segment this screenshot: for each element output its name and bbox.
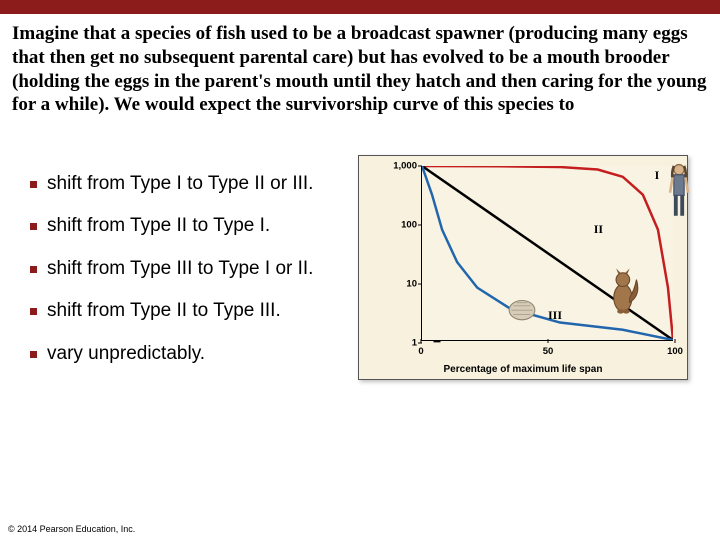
content-area: shift from Type I to Type II or III. shi… (0, 121, 720, 385)
option-item: shift from Type II to Type III. (30, 300, 350, 322)
squirrel-illustration (607, 266, 641, 316)
option-item: shift from Type I to Type II or III. (30, 173, 350, 195)
option-text: shift from Type II to Type III. (47, 300, 350, 322)
x-tick-label: 50 (543, 346, 554, 357)
curve-label-I: I (655, 168, 660, 183)
y-tick-label: 1,000 (387, 161, 417, 172)
bullet-icon (30, 223, 37, 230)
y-tick-mark (418, 166, 422, 167)
human-illustration (665, 162, 693, 226)
x-tick-label: 0 (418, 346, 423, 357)
x-tick-mark (548, 339, 549, 343)
bullet-icon (30, 266, 37, 273)
option-text: shift from Type II to Type I. (47, 215, 350, 237)
x-axis-label: Percentage of maximum life span (359, 364, 687, 375)
oyster-illustration (507, 294, 537, 322)
curve-label-II: II (594, 222, 603, 237)
x-tick-mark (675, 339, 676, 343)
curve-label-III: III (548, 308, 562, 323)
accent-bar (0, 0, 720, 14)
option-item: shift from Type III to Type I or II. (30, 258, 350, 280)
option-text: shift from Type III to Type I or II. (47, 258, 350, 280)
y-tick-mark (418, 225, 422, 226)
y-tick-label: 1 (387, 338, 417, 349)
option-item: vary unpredictably. (30, 343, 350, 365)
x-tick-mark (421, 339, 422, 343)
question-text: Imagine that a species of fish used to b… (0, 14, 720, 121)
copyright-text: © 2014 Pearson Education, Inc. (8, 524, 135, 534)
option-text: shift from Type I to Type II or III. (47, 173, 350, 195)
options-list: shift from Type I to Type II or III. shi… (30, 155, 350, 385)
option-item: shift from Type II to Type I. (30, 215, 350, 237)
x-tick-label: 100 (667, 346, 683, 357)
y-tick-mark (418, 284, 422, 285)
chart-container: Number of survivors (log scale) Percenta… (350, 155, 710, 385)
survivorship-chart: Number of survivors (log scale) Percenta… (358, 155, 688, 380)
option-text: vary unpredictably. (47, 343, 350, 365)
y-tick-label: 10 (387, 279, 417, 290)
y-tick-label: 100 (387, 220, 417, 231)
bullet-icon (30, 181, 37, 188)
bullet-icon (30, 351, 37, 358)
bullet-icon (30, 308, 37, 315)
